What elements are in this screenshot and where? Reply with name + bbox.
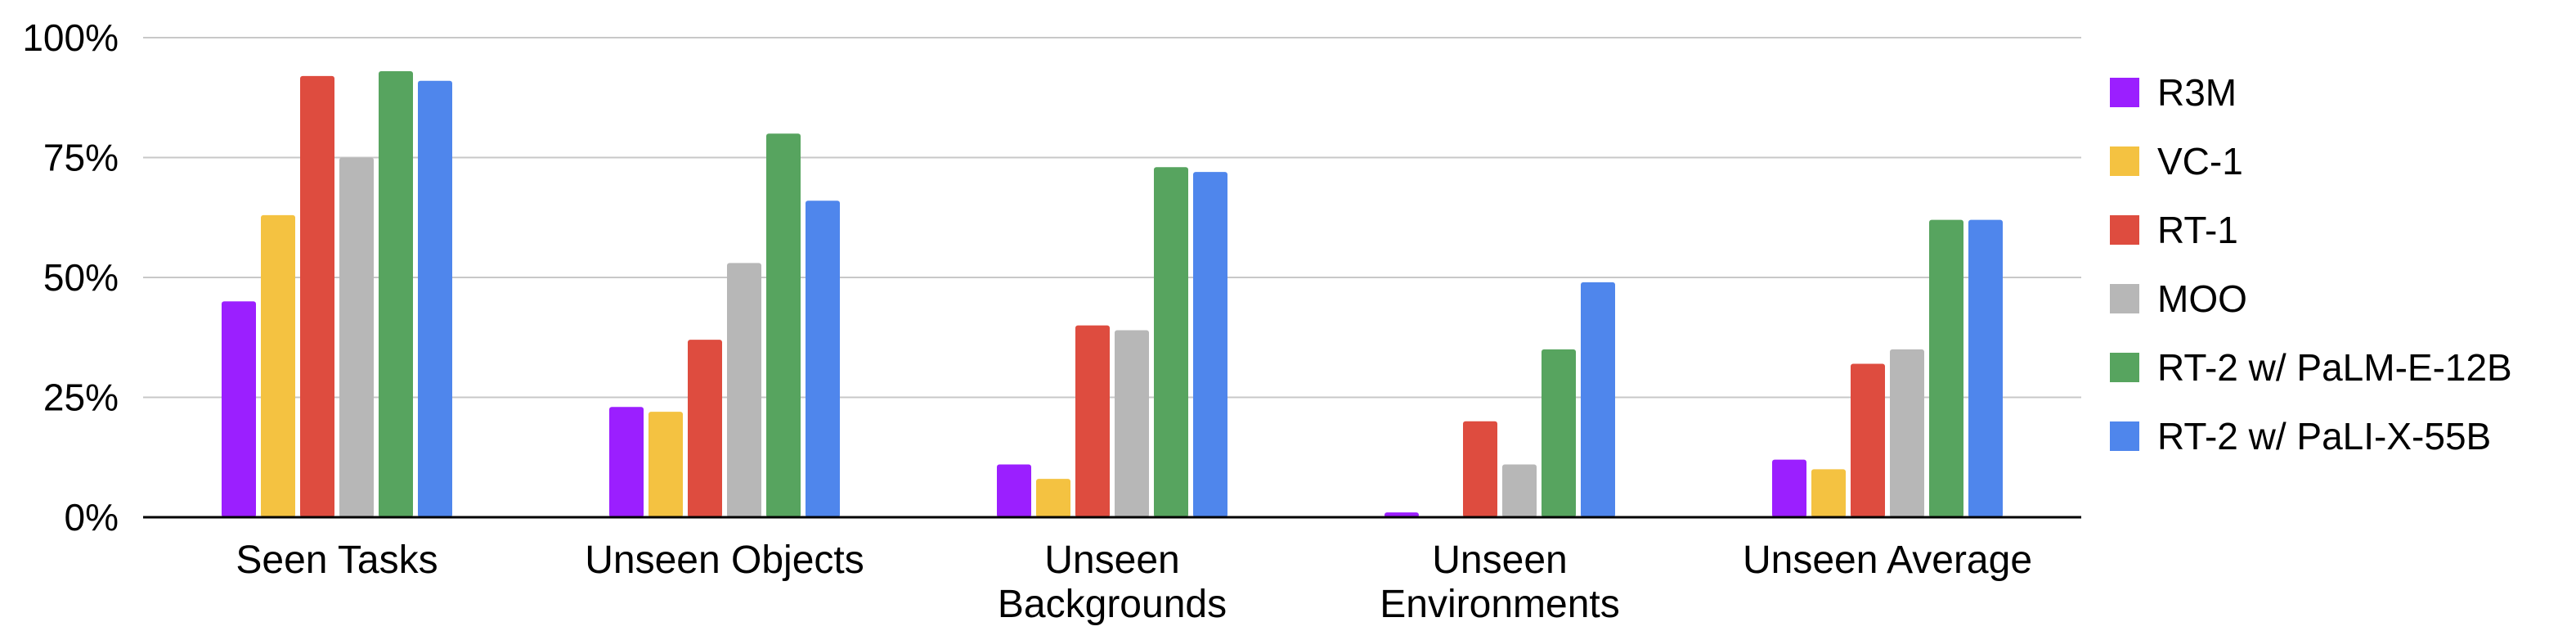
bar	[339, 157, 374, 517]
bar	[997, 464, 1031, 517]
y-tick-label: 50%	[43, 256, 119, 299]
legend[interactable]: R3M VC-1 RT-1 MOO RT-2 w/ PaLM-E-12B RT-2 w/ …	[2110, 71, 2512, 457]
legend-swatch	[2110, 421, 2139, 451]
bar	[766, 133, 801, 517]
bar	[222, 301, 256, 517]
x-category-label: Backgrounds	[998, 583, 1227, 626]
bar	[1075, 325, 1110, 517]
y-axis-ticks: 0% 25% 50% 75% 100%	[22, 16, 119, 539]
legend-item[interactable]: MOO	[2110, 277, 2247, 320]
bar	[1463, 421, 1497, 517]
bar	[727, 263, 761, 517]
legend-swatch	[2110, 78, 2139, 107]
bar	[1581, 282, 1615, 517]
x-category-label: Unseen Average	[1743, 539, 2032, 582]
bar	[1193, 172, 1227, 517]
legend-label: RT-2 w/ PaLI-X-55B	[2157, 415, 2491, 457]
gridlines	[143, 37, 2081, 399]
bar	[688, 340, 722, 517]
x-category-label: Unseen	[1044, 539, 1179, 582]
legend-label: VC-1	[2157, 140, 2243, 183]
bar	[261, 214, 295, 517]
bar	[1115, 330, 1149, 517]
bar	[1968, 219, 2003, 517]
legend-swatch	[2110, 353, 2139, 382]
y-tick-label: 100%	[22, 16, 119, 59]
legend-label: RT-2 w/ PaLM-E-12B	[2157, 346, 2512, 389]
legend-item[interactable]: RT-2 w/ PaLM-E-12B	[2110, 346, 2512, 389]
x-category-label: Seen Tasks	[236, 539, 438, 582]
y-tick-label: 75%	[43, 137, 119, 179]
bar	[1851, 363, 1885, 517]
bar	[648, 412, 683, 517]
y-tick-label: 25%	[43, 376, 119, 419]
bar	[1542, 349, 1576, 517]
bar	[300, 75, 334, 517]
legend-swatch	[2110, 215, 2139, 245]
bar	[1811, 469, 1846, 517]
x-category-label: Environments	[1380, 583, 1619, 626]
legend-item[interactable]: R3M	[2110, 71, 2237, 114]
bar	[1036, 479, 1070, 517]
legend-label: R3M	[2157, 71, 2237, 114]
x-category-label: Unseen	[1432, 539, 1567, 582]
legend-item[interactable]: RT-1	[2110, 209, 2238, 251]
y-tick-label: 0%	[65, 496, 119, 539]
bar	[609, 407, 644, 517]
bar	[1890, 349, 1924, 517]
legend-label: MOO	[2157, 277, 2247, 320]
bar	[1154, 167, 1188, 517]
bars	[222, 71, 2003, 518]
legend-item[interactable]: RT-2 w/ PaLI-X-55B	[2110, 415, 2491, 457]
legend-item[interactable]: VC-1	[2110, 140, 2243, 183]
legend-label: RT-1	[2157, 209, 2238, 251]
bar	[806, 201, 840, 518]
legend-swatch	[2110, 284, 2139, 313]
bar	[1929, 219, 1963, 517]
bar	[1502, 464, 1537, 517]
x-axis-categories: Seen Tasks Unseen Objects UnseenBackground…	[236, 539, 2032, 626]
bar	[1772, 459, 1806, 517]
bar	[418, 80, 452, 518]
bar	[379, 71, 413, 517]
x-category-label: Unseen Objects	[585, 539, 864, 582]
legend-swatch	[2110, 146, 2139, 176]
